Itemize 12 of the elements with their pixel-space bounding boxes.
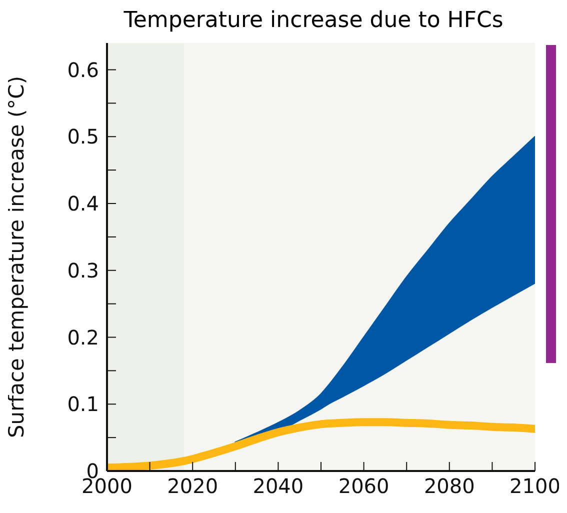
- y-tick-label: 0.6: [67, 58, 99, 82]
- x-tick-label: 2080: [424, 474, 475, 498]
- y-tick-label: 0.4: [67, 192, 99, 216]
- x-tick-label: 2020: [167, 474, 218, 498]
- chart-title: Temperature increase due to HFCs: [122, 8, 504, 35]
- y-tick-label: 0.3: [67, 258, 99, 282]
- x-tick-label: 2100: [510, 474, 560, 498]
- y-tick-label: 0.2: [67, 325, 99, 350]
- x-tick-label: 2040: [252, 474, 304, 498]
- y-tick-label: 0.1: [67, 392, 99, 416]
- x-tick-label: 2060: [338, 474, 390, 498]
- y-tick-label: 0.5: [67, 124, 99, 149]
